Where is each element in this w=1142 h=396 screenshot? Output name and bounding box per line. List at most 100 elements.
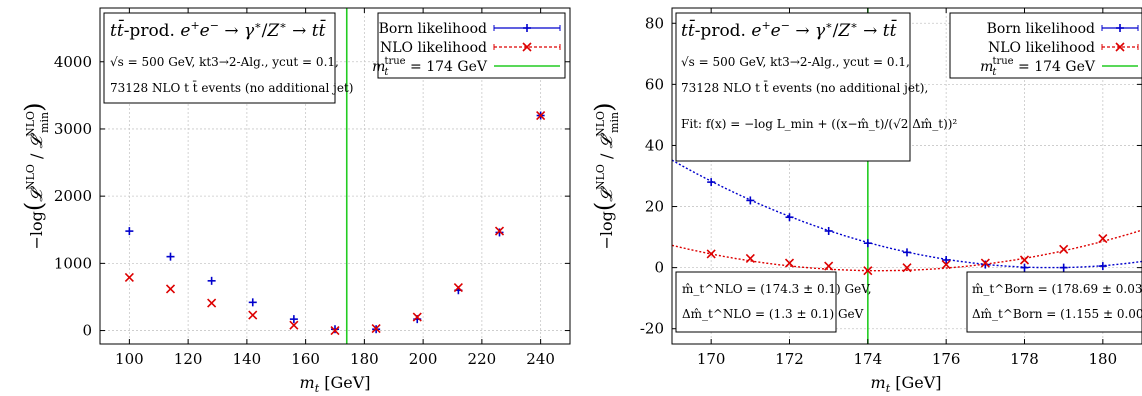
born-data-point <box>942 256 951 264</box>
right-legend-markers <box>1101 24 1139 67</box>
nlo-data-point <box>207 298 217 308</box>
y-tick-label: 2000 <box>54 187 92 205</box>
nlo-data-point <box>1019 255 1030 265</box>
born-data-point <box>707 178 716 187</box>
born-legend-marker <box>523 24 531 32</box>
y-tick-label: 40 <box>645 136 664 154</box>
x-tick-label: 174 <box>854 350 883 368</box>
born-data-point <box>746 196 755 205</box>
nlo-data-point <box>371 323 381 334</box>
born-data-point <box>166 252 175 261</box>
left-y-ticks: 0 1000 2000 3000 4000 <box>54 53 570 340</box>
born-data-point <box>1098 262 1107 271</box>
x-tick-label: 180 <box>350 350 379 368</box>
x-tick-label: 172 <box>775 350 804 368</box>
left-annotation-2: 73128 NLO t t̄ events (no additional jet… <box>110 79 353 95</box>
y-tick-label: -20 <box>640 320 664 338</box>
y-tick-label: 80 <box>645 14 664 32</box>
y-tick-label: 20 <box>645 198 664 216</box>
nlo-result-box <box>675 271 837 333</box>
born-result-box <box>966 271 1142 333</box>
x-tick-label: 120 <box>174 350 203 368</box>
x-tick-label: 180 <box>1089 350 1118 368</box>
right-legend-true: mttrue = 174 GeV <box>980 56 1096 78</box>
born-data-point <box>331 325 339 334</box>
x-tick-label: 240 <box>526 350 555 368</box>
nlo-data-point <box>980 258 990 268</box>
right-chart: 170 172 174 176 178 180 -20 0 20 40 60 80 −log(𝓛NL… <box>590 7 1142 395</box>
right-points <box>706 178 1108 276</box>
y-tick-label: 0 <box>654 259 664 277</box>
born-data-point <box>495 228 504 237</box>
right-chart-title: tt̄-prod. e+e− → γ∗/Z∗ → tt̄ <box>681 18 897 41</box>
left-legend <box>377 12 566 79</box>
nlo-data-point <box>536 110 546 121</box>
right-annotation-2: 73128 NLO t t̄ events (no additional jet… <box>681 79 928 95</box>
left-legend-true: mttrue = 174 GeV <box>372 56 488 78</box>
right-legend <box>949 12 1142 79</box>
x-tick-label: 160 <box>291 350 320 368</box>
born-data-point <box>1020 263 1029 272</box>
x-tick-label: 100 <box>115 350 144 368</box>
born-data-point <box>785 213 794 222</box>
x-tick-label: 176 <box>932 350 961 368</box>
left-chart-title: tt̄-prod. e+e− → γ∗/Z∗ → tt̄ <box>110 18 326 41</box>
y-tick-label: 1000 <box>54 254 92 272</box>
born-data-point <box>981 260 990 269</box>
born-data-point <box>248 298 257 307</box>
left-annotation-1: √s = 500 GeV, kt3→2-Alg., ycut = 0.1, <box>110 55 339 69</box>
y-tick-label: 4000 <box>54 53 92 71</box>
nlo-data-point <box>902 263 912 273</box>
nlo-mass-result: m̂_t^NLO = (174.3 ± 0.1) GeV, <box>682 282 872 296</box>
nlo-data-point <box>784 258 795 268</box>
right-x-axis-label: mt [GeV] <box>871 373 942 395</box>
left-chart: 100 120 140 160 180 200 220 240 0 1000 2000 3000 40… <box>20 7 571 395</box>
nlo-fit-curve <box>671 229 1142 272</box>
svg-text:−log(𝓛NLO / 𝓛NLOmin): −log(𝓛NLO / 𝓛NLOmin) <box>590 103 621 250</box>
nlo-data-point <box>453 282 463 293</box>
nlo-data-point <box>289 320 299 330</box>
left-legend-markers <box>493 24 561 67</box>
born-data-point <box>903 248 911 257</box>
nlo-data-point <box>165 284 176 294</box>
born-data-point <box>125 227 134 236</box>
nlo-data-point <box>863 266 873 276</box>
nlo-data-point <box>248 310 258 320</box>
x-tick-label: 200 <box>409 350 438 368</box>
x-tick-label: 170 <box>697 350 726 368</box>
nlo-width-result: Δm̂_t^NLO = (1.3 ± 0.1) GeV <box>682 307 864 321</box>
left-x-ticks: 100 120 140 160 180 200 220 240 <box>115 8 555 368</box>
born-data-point <box>289 315 298 324</box>
nlo-data-point <box>745 253 755 264</box>
nlo-data-point <box>824 261 834 271</box>
right-legend-born: Born likelihood <box>987 21 1095 37</box>
left-y-axis-label-prefix: −log <box>27 211 46 249</box>
right-plot-frame <box>671 7 1142 345</box>
nlo-data-point <box>706 249 716 259</box>
nlo-data-point <box>412 312 422 322</box>
nlo-data-point <box>494 226 505 236</box>
y-tick-label: 3000 <box>54 120 92 138</box>
born-data-point <box>207 276 216 285</box>
right-y-ticks: -20 0 20 40 60 80 <box>640 14 1142 338</box>
x-tick-label: 140 <box>233 350 262 368</box>
born-data-point <box>1059 263 1068 272</box>
nlo-data-point <box>1059 244 1069 254</box>
right-fit-formula: Fit: f(x) = −log L_min + ((x−m̂_t)/(√2 Δ… <box>681 117 957 131</box>
born-data-point <box>863 239 872 248</box>
nlo-legend-marker <box>1115 42 1125 52</box>
nlo-data-point <box>941 260 951 270</box>
svg-text:−log(𝓛NLO / 𝓛NLOmin): −log(𝓛NLO / 𝓛NLOmin) <box>20 103 51 250</box>
nlo-legend-marker <box>522 42 532 52</box>
left-legend-born: Born likelihood <box>379 21 487 37</box>
born-data-point <box>824 226 833 235</box>
right-x-ticks: 170 172 174 176 178 180 <box>697 8 1117 368</box>
right-annotation-1: √s = 500 GeV, kt3→2-Alg., ycut = 0.1, <box>681 55 910 69</box>
x-tick-label: 220 <box>468 350 497 368</box>
right-info-box <box>675 12 911 162</box>
x-tick-label: 178 <box>1010 350 1039 368</box>
y-tick-label: 60 <box>645 75 664 93</box>
left-points <box>124 110 546 336</box>
left-plot-frame <box>99 7 571 345</box>
